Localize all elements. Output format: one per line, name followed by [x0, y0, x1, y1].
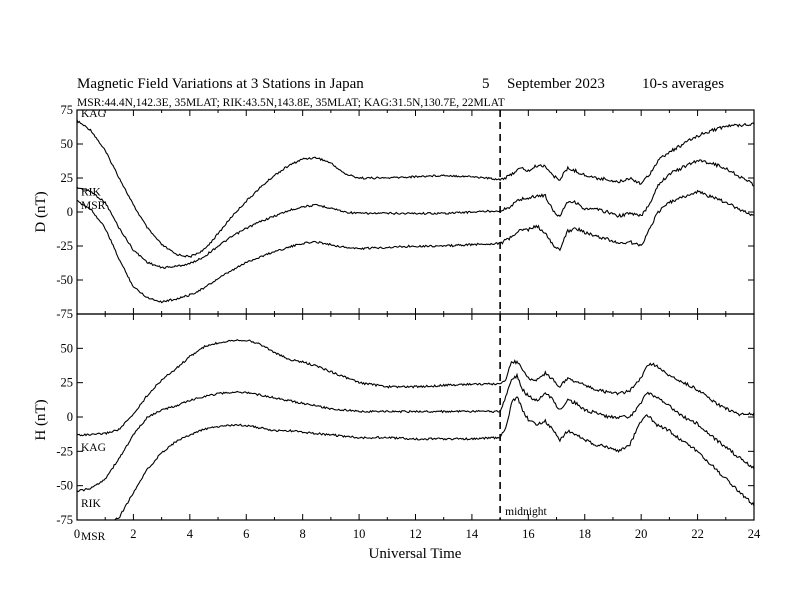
x-axis-label: Universal Time — [369, 546, 462, 562]
x-tick-label: 18 — [579, 527, 592, 541]
x-tick-label: 0 — [74, 527, 80, 541]
h-y-tick-label: 0 — [67, 410, 73, 424]
d-station-label-kag: KAG — [81, 108, 106, 120]
x-tick-label: 8 — [300, 527, 306, 541]
d-y-tick-label: 75 — [61, 103, 74, 117]
chart-title: Magnetic Field Variations at 3 Stations … — [77, 76, 364, 92]
d-panel-frame — [76, 109, 755, 315]
midnight-label: midnight — [505, 506, 547, 518]
x-tick-label: 10 — [353, 527, 366, 541]
x-tick-label: 24 — [748, 527, 761, 541]
x-tick-label: 14 — [466, 527, 479, 541]
h-series-rik — [77, 372, 754, 493]
x-tick-label: 20 — [635, 527, 648, 541]
x-tick-label: 4 — [187, 527, 194, 541]
x-tick-label: 2 — [130, 527, 136, 541]
x-tick-label: 22 — [691, 527, 704, 541]
d-station-label-rik: RIK — [81, 187, 102, 199]
d-y-tick-label: -50 — [56, 273, 73, 287]
d-y-tick-label: 50 — [61, 137, 74, 151]
d-series-rik — [77, 159, 754, 270]
h-station-label-rik: RIK — [81, 498, 102, 510]
h-panel-frame — [76, 313, 755, 521]
x-tick-label: 6 — [243, 527, 249, 541]
h-y-tick-label: -50 — [56, 479, 73, 493]
h-station-label-kag: KAG — [81, 442, 106, 454]
x-tick-label: 16 — [522, 527, 535, 541]
date-day: 5 — [482, 76, 490, 92]
h-y-tick-label: -25 — [56, 444, 73, 458]
h-series-msr — [112, 396, 754, 520]
h-y-tick-label: 25 — [61, 376, 74, 390]
station-coordinates: MSR:44.4N,142.3E, 35MLAT; RIK:43.5N,143.… — [77, 97, 505, 109]
date-month-year: September 2023 — [507, 76, 605, 92]
h-series-kag — [77, 339, 754, 437]
d-station-label-msr: MSR — [81, 200, 106, 212]
h-y-tick-label: 50 — [61, 341, 74, 355]
h-y-tick-label: -75 — [56, 513, 73, 527]
d-y-tick-label: -75 — [56, 307, 73, 321]
d-series-kag — [77, 119, 754, 259]
d-y-tick-label: -25 — [56, 239, 73, 253]
h-axis-label: H (nT) — [33, 399, 49, 440]
h-station-label-msr: MSR — [81, 531, 106, 543]
x-tick-label: 12 — [409, 527, 422, 541]
d-axis-label: D (nT) — [33, 191, 49, 232]
d-y-tick-label: 25 — [61, 171, 74, 185]
d-y-tick-label: 0 — [67, 205, 73, 219]
d-series-msr — [77, 189, 754, 304]
averaging-note: 10-s averages — [642, 76, 724, 92]
